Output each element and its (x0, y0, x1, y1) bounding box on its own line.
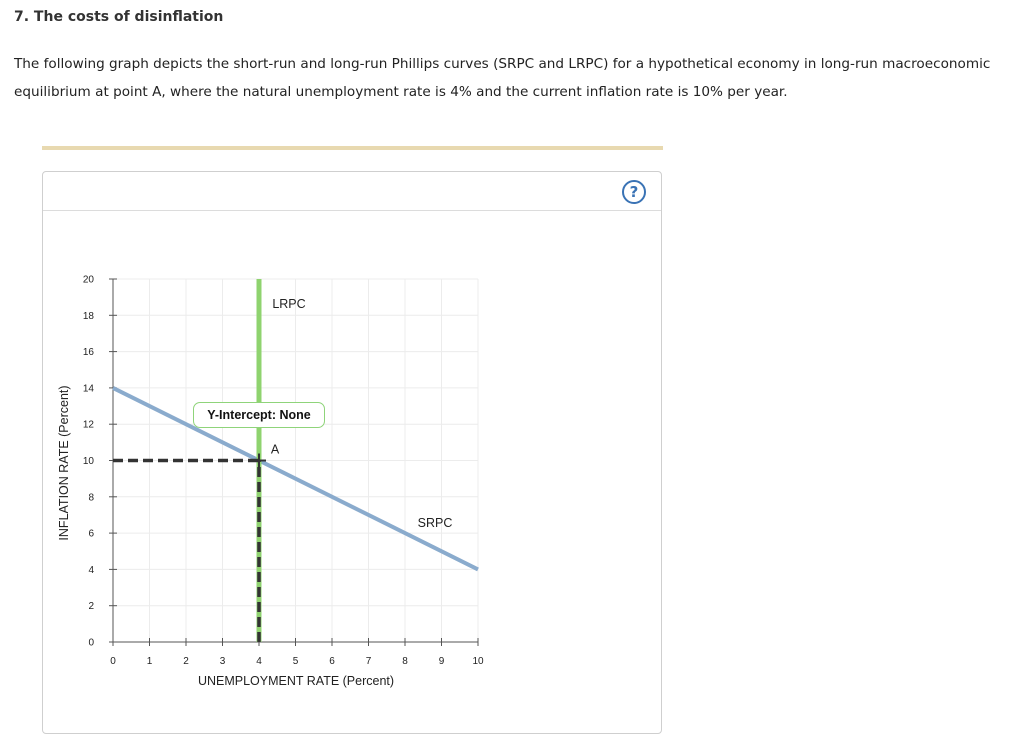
x-tick-label: 9 (439, 656, 445, 667)
help-button[interactable]: ? (622, 180, 646, 204)
y-tick-label: 0 (88, 638, 94, 649)
y-tick-label: 18 (83, 311, 95, 322)
x-tick-label: 10 (472, 656, 484, 667)
question-title: 7. The costs of disinflation (14, 9, 224, 25)
point-a-label: A (271, 443, 280, 457)
panel-header-divider (43, 210, 661, 211)
x-tick-label: 3 (220, 656, 226, 667)
series-line-srpc (112, 386, 479, 572)
y-tick-label: 12 (83, 420, 95, 431)
x-tick-label: 2 (183, 656, 189, 667)
question-text: The following graph depicts the short-ru… (14, 56, 991, 100)
y-intercept-tooltip: Y-Intercept: None (193, 402, 325, 428)
y-tick-label: 6 (88, 529, 94, 540)
x-tick-label: 5 (293, 656, 299, 667)
x-axis-title: UNEMPLOYMENT RATE (Percent) (198, 674, 394, 688)
separator-bar (42, 146, 663, 150)
y-axis-title: INFLATION RATE (Percent) (57, 385, 71, 540)
x-tick-label: 4 (256, 656, 262, 667)
srpc-label: SRPC (418, 516, 453, 530)
x-tick-label: 6 (329, 656, 335, 667)
x-tick-label: 0 (110, 656, 116, 667)
x-tick-label: 7 (366, 656, 372, 667)
y-tick-label: 2 (88, 601, 94, 612)
chart-guide-lines (113, 458, 261, 642)
chart-labels: A LRPC SRPC (252, 297, 452, 530)
x-tick-label: 1 (147, 656, 153, 667)
y-tick-label: 10 (83, 456, 95, 467)
graph-panel (42, 171, 662, 734)
lrpc-label: LRPC (272, 297, 305, 311)
y-tick-label: 8 (88, 492, 94, 503)
y-tick-label: 4 (88, 565, 94, 576)
y-tick-label: 14 (83, 383, 95, 394)
y-tick-label: 20 (83, 275, 95, 286)
x-tick-label: 8 (402, 656, 408, 667)
y-tick-label: 16 (83, 347, 95, 358)
